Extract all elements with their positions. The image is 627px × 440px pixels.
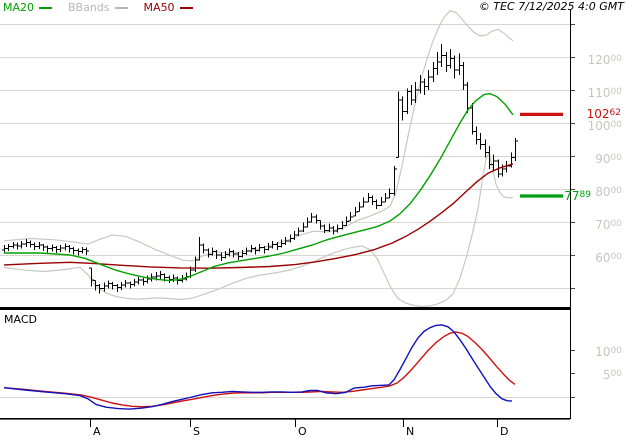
level-label-upper: 10262 (586, 107, 621, 122)
bbands-line-swatch-icon (114, 6, 128, 9)
ma20-line-swatch-icon (39, 6, 53, 9)
ma50-line-swatch-icon (179, 6, 193, 9)
price-tick-label: 10000 (587, 119, 622, 133)
price-tick-label: 11000 (587, 86, 622, 100)
legend-label-ma50: MA50 (143, 1, 175, 14)
month-label-S: S (193, 425, 200, 438)
month-label-O: O (298, 425, 307, 438)
legend: MA20 BBands MA50 (3, 1, 193, 14)
price-tick-label: 12000 (587, 53, 622, 67)
month-label-N: N (406, 425, 415, 438)
price-tick-label: 8000 (595, 185, 622, 199)
macd-tick-label: 1000 (595, 345, 622, 359)
price-tick-label: 9000 (595, 152, 622, 166)
macd-panel-label: MACD (4, 313, 37, 326)
legend-label-ma20: MA20 (3, 1, 35, 14)
copyright-text: © TEC 7/12/2025 4:0 GMT (478, 0, 624, 13)
level-label-lower: 7789 (564, 188, 591, 203)
legend-item-bbands: BBands (68, 1, 128, 14)
legend-label-bbands: BBands (68, 1, 110, 14)
price-tick-label: 7000 (595, 218, 622, 232)
legend-item-ma20: MA20 (3, 1, 53, 14)
month-label-D: D (500, 425, 509, 438)
legend-item-ma50: MA50 (144, 1, 193, 14)
month-label-A: A (93, 425, 101, 438)
price-tick-label: 6000 (595, 251, 622, 265)
macd-tick-label: 500 (602, 368, 622, 383)
